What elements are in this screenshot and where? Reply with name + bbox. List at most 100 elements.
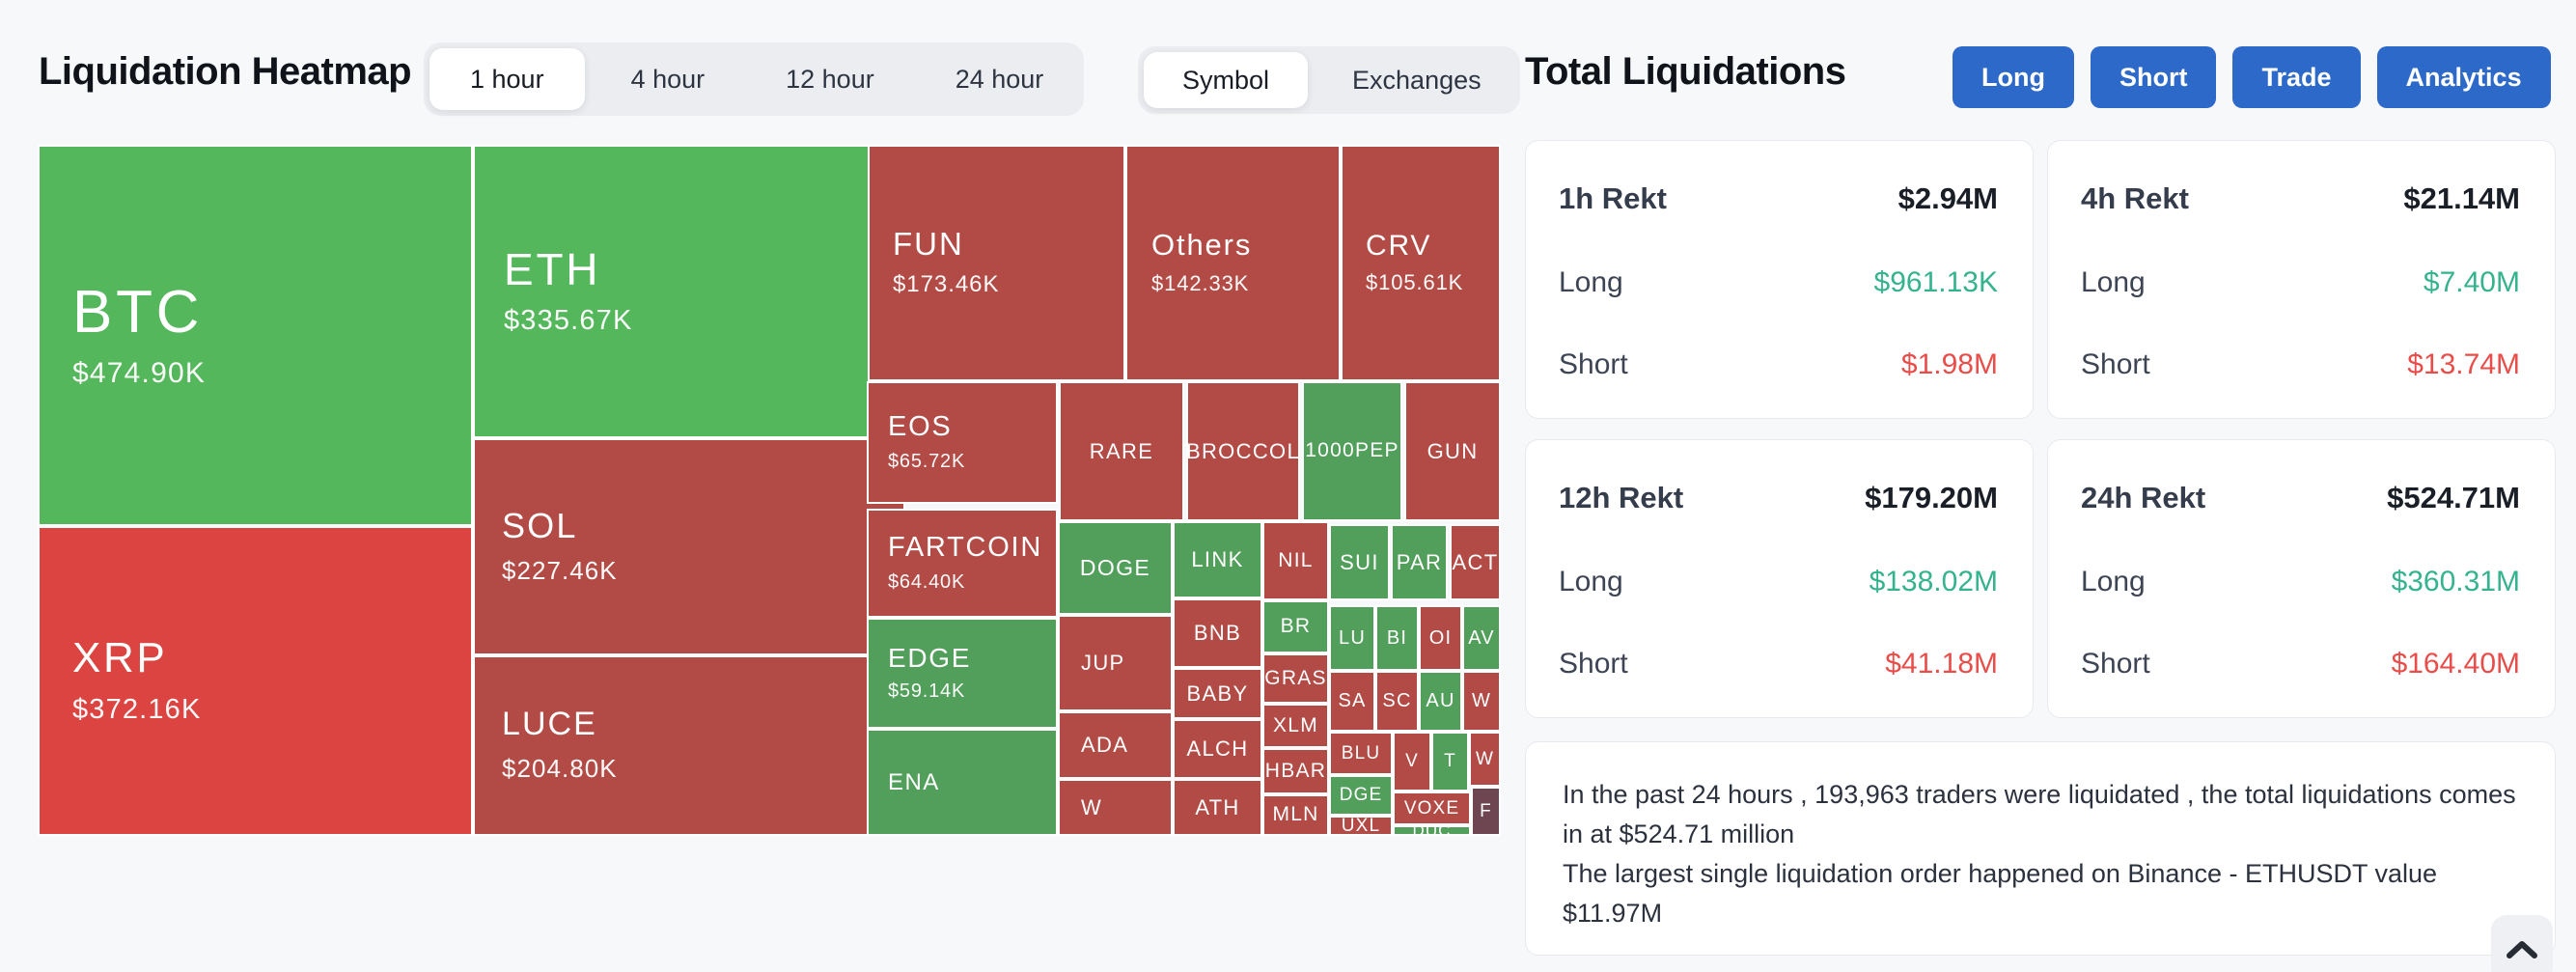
treemap-cell-label: ETH xyxy=(504,243,601,294)
treemap-cell-label: BR xyxy=(1280,615,1312,638)
treemap-cell-fartcoin[interactable]: FARTCOIN $64.40K xyxy=(867,509,1058,618)
treemap-cell-label: T xyxy=(1444,751,1456,772)
treemap-cell-crv[interactable]: CRV $105.61K xyxy=(1341,145,1501,381)
short-button[interactable]: Short xyxy=(2090,46,2217,108)
treemap-cell-duc[interactable]: DUC xyxy=(1393,825,1471,836)
long-label: Long xyxy=(1559,565,1623,597)
treemap-cell-w[interactable]: W xyxy=(1058,779,1173,836)
treemap-cell-mln[interactable]: MLN xyxy=(1262,794,1329,836)
short-value: $164.40M xyxy=(2391,648,2520,680)
treemap-cell-lu[interactable]: LU xyxy=(1329,605,1375,671)
treemap-cell-xlm[interactable]: XLM xyxy=(1262,704,1329,748)
treemap-cell-ena[interactable]: ENA xyxy=(867,729,1058,836)
long-row: Long $360.31M xyxy=(2081,566,2520,598)
treemap-cell-btc[interactable]: BTC $474.90K xyxy=(38,145,473,526)
summary-line: The largest single liquidation order hap… xyxy=(1563,859,2438,929)
treemap-cell-rare[interactable]: RARE xyxy=(1059,381,1184,521)
scroll-top-button[interactable] xyxy=(2491,915,2553,972)
treemap-cell-w[interactable]: W xyxy=(1469,732,1501,787)
treemap-cell-par[interactable]: PAR xyxy=(1391,524,1448,600)
long-label: Long xyxy=(2081,565,2146,597)
treemap-cell-uxl[interactable]: UXL xyxy=(1329,816,1393,836)
time-tab-4-hour[interactable]: 4 hour xyxy=(630,64,706,94)
rekt-label: 1h Rekt xyxy=(1559,181,1667,215)
treemap-cell-v[interactable]: V xyxy=(1393,732,1431,791)
long-row: Long $7.40M xyxy=(2081,266,2520,299)
view-tab-exchanges[interactable]: Exchanges xyxy=(1352,65,1482,95)
treemap-cell-fun[interactable]: FUN $173.46K xyxy=(868,145,1125,381)
treemap-cell-value: $105.61K xyxy=(1366,270,1464,295)
treemap-cell-label: DUC xyxy=(1412,825,1452,836)
long-value: $961.13K xyxy=(1873,265,1998,298)
rekt-label: 12h Rekt xyxy=(1559,481,1684,514)
rekt-total-value: $179.20M xyxy=(1865,481,1998,514)
treemap-cell-value: $142.33K xyxy=(1151,270,1250,295)
total-liquidations-title: Total Liquidations xyxy=(1525,50,1846,93)
treemap-cell-label: W xyxy=(1471,690,1492,711)
time-tab-1-hour[interactable]: 1 hour xyxy=(429,48,585,110)
rekt-card-4h-rekt: 4h Rekt $21.14M Long $7.40M Short $13.74M xyxy=(2047,140,2556,419)
treemap-cell-baby[interactable]: BABY xyxy=(1172,668,1262,719)
treemap-cell-broccol[interactable]: BROCCOL xyxy=(1186,381,1300,521)
treemap-cell-link[interactable]: LINK xyxy=(1172,521,1262,598)
treemap-cell-voxe[interactable]: VOXE xyxy=(1393,791,1471,825)
treemap-cell-label: FUN xyxy=(893,225,964,262)
treemap-cell-luce[interactable]: LUCE $204.80K xyxy=(473,655,905,836)
treemap-cell-blu[interactable]: BLU xyxy=(1329,732,1393,775)
trade-button[interactable]: Trade xyxy=(2232,46,2361,108)
short-label: Short xyxy=(1559,648,1628,680)
treemap-cell-alch[interactable]: ALCH xyxy=(1172,718,1262,779)
long-row: Long $961.13K xyxy=(1559,266,1998,299)
treemap-cell-label: EOS xyxy=(888,411,953,443)
treemap-cell-label: EDGE xyxy=(888,642,972,673)
analytics-button[interactable]: Analytics xyxy=(2376,46,2551,108)
treemap-cell-label: W xyxy=(1081,794,1103,819)
treemap-cell-sol[interactable]: SOL $227.46K xyxy=(473,438,905,655)
treemap-cell-ada[interactable]: ADA xyxy=(1058,711,1173,779)
treemap-cell-gun[interactable]: GUN xyxy=(1404,381,1501,521)
treemap-cell-br[interactable]: BR xyxy=(1262,600,1329,653)
treemap-cell-bi[interactable]: BI xyxy=(1375,605,1419,671)
treemap-cell-label: LUCE xyxy=(502,706,597,743)
treemap-cell-av[interactable]: AV xyxy=(1462,605,1501,671)
view-tab-symbol[interactable]: Symbol xyxy=(1144,52,1309,108)
treemap-cell-jup[interactable]: JUP xyxy=(1058,615,1173,711)
long-value: $7.40M xyxy=(2423,265,2520,298)
treemap-cell-1000pep[interactable]: 1000PEP xyxy=(1301,381,1402,521)
treemap-cell-act[interactable]: ACT xyxy=(1450,524,1501,600)
treemap-cell-label: DOGE xyxy=(1079,555,1151,581)
treemap-cell-xrp[interactable]: XRP $372.16K xyxy=(38,526,473,836)
treemap-cell-sa[interactable]: SA xyxy=(1329,671,1375,732)
treemap-cell-gras[interactable]: GRAS xyxy=(1262,653,1329,704)
rekt-total-value: $524.71M xyxy=(2387,481,2520,514)
treemap-cell-bnb[interactable]: BNB xyxy=(1172,598,1262,668)
treemap-cell-value: $65.72K xyxy=(888,450,966,472)
treemap-cell-eos[interactable]: EOS $65.72K xyxy=(867,381,1058,504)
treemap-cell-eth[interactable]: ETH $335.67K xyxy=(473,145,905,438)
treemap-cell-value: $372.16K xyxy=(72,693,202,725)
treemap-cell-f[interactable]: F xyxy=(1471,787,1501,836)
time-tab-12-hour[interactable]: 12 hour xyxy=(786,64,874,94)
treemap-cell-dge[interactable]: DGE xyxy=(1329,775,1393,816)
treemap-cell-edge[interactable]: EDGE $59.14K xyxy=(867,618,1058,729)
treemap-cell-au[interactable]: AU xyxy=(1419,671,1462,732)
treemap-cell-nil[interactable]: NIL xyxy=(1262,521,1329,600)
treemap-cell-hbar[interactable]: HBAR xyxy=(1262,748,1329,794)
treemap-cell-w[interactable]: W xyxy=(1462,671,1501,732)
treemap-cell-sui[interactable]: SUI xyxy=(1329,524,1390,600)
treemap-cell-doge[interactable]: DOGE xyxy=(1058,521,1173,615)
treemap-cell-value: $474.90K xyxy=(72,356,207,389)
long-button[interactable]: Long xyxy=(1953,46,2074,108)
treemap-cell-sc[interactable]: SC xyxy=(1375,671,1419,732)
time-tab-24-hour[interactable]: 24 hour xyxy=(955,64,1044,94)
treemap-cell-label: NIL xyxy=(1278,548,1314,571)
short-value: $41.18M xyxy=(1885,648,1998,680)
treemap-cell-others[interactable]: Others $142.33K xyxy=(1125,145,1341,381)
liquidation-treemap: BTC $474.90K XRP $372.16K ETH $335.67K SOL $227… xyxy=(38,145,1501,836)
rekt-total-row: 24h Rekt $524.71M xyxy=(2081,481,2520,515)
treemap-cell-ath[interactable]: ATH xyxy=(1172,779,1262,836)
treemap-cell-oi[interactable]: OI xyxy=(1419,605,1462,671)
treemap-cell-t[interactable]: T xyxy=(1431,732,1469,791)
summary-line: In the past 24 hours , 193,963 traders w… xyxy=(1563,780,2516,849)
